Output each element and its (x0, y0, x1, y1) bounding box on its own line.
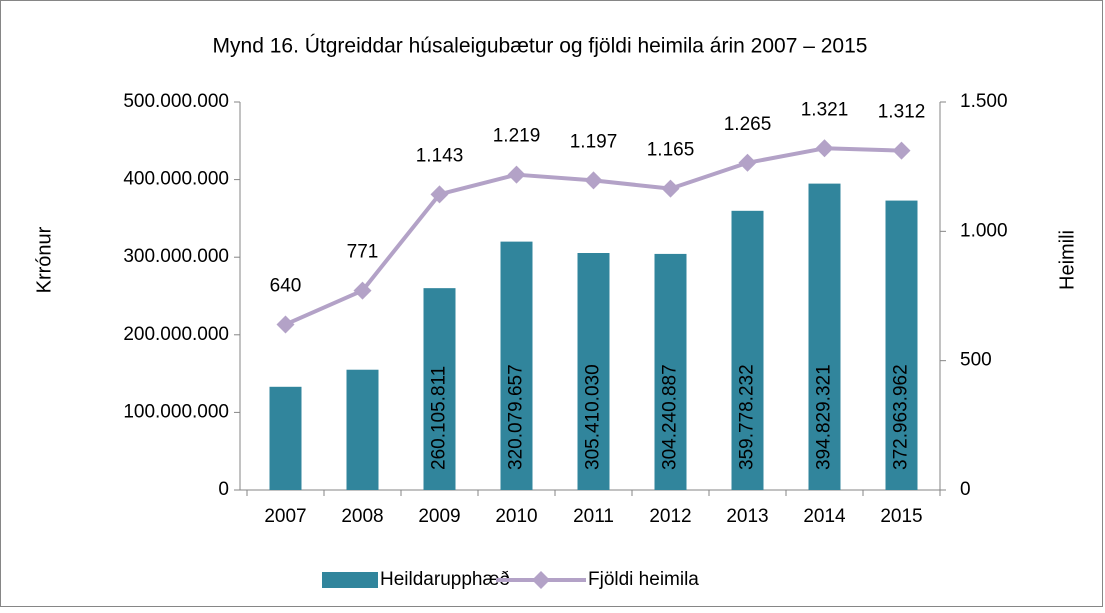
x-tick-label: 2011 (573, 506, 614, 527)
line-value-label: 1.321 (801, 99, 849, 120)
y-tick-label: 500.000.000 (123, 91, 229, 112)
y2-tick-label: 500 (960, 350, 992, 371)
x-tick-label: 2008 (341, 506, 383, 527)
line-value-label: 1.165 (647, 140, 695, 161)
bar (731, 210, 764, 491)
line-value-label: 640 (270, 275, 302, 296)
bar-value-label: 359.778.232 (737, 364, 758, 470)
bar (885, 200, 918, 491)
line-value-label: 1.265 (724, 114, 772, 135)
bar (500, 241, 533, 490)
line-marker (353, 281, 372, 300)
x-tick-label: 2015 (880, 506, 922, 527)
y2-tick-label: 1.500 (960, 91, 1008, 112)
x-tick-label: 2012 (649, 506, 691, 527)
chart-title: Mynd 16. Útgreiddar húsaleigubætur og fj… (213, 35, 868, 58)
line-marker (661, 179, 680, 198)
bar (423, 288, 456, 490)
line-marker (276, 315, 295, 334)
x-tick-label: 2007 (264, 506, 306, 527)
line-marker (892, 141, 911, 160)
line-marker (815, 139, 834, 158)
legend-label: Heildarupphæð (380, 569, 510, 590)
line-value-label: 771 (347, 242, 379, 263)
bar-value-label: 260.105.811 (429, 366, 450, 470)
bar-value-label: 320.079.657 (506, 364, 527, 470)
line-value-label: 1.312 (878, 102, 926, 123)
y2-tick-label: 1.000 (960, 220, 1008, 241)
y-axis-label: Krrónur (33, 226, 55, 293)
line-value-label: 1.197 (570, 131, 618, 152)
y-tick-label: 300.000.000 (123, 246, 229, 267)
bar (654, 253, 687, 490)
bar-value-label: 394.829.321 (814, 364, 835, 470)
y2-axis-label: Heimili (1056, 230, 1078, 290)
legend-label: Fjöldi heimila (588, 569, 699, 590)
line-marker (584, 171, 603, 190)
line-marker (738, 153, 757, 172)
line-value-label: 1.219 (493, 126, 541, 147)
y2-tick-label: 0 (960, 479, 971, 500)
y-tick-label: 200.000.000 (123, 324, 229, 345)
y-tick-label: 100.000.000 (123, 401, 229, 422)
y-tick-label: 0 (218, 479, 229, 500)
x-tick-label: 2013 (726, 506, 768, 527)
y-tick-label: 400.000.000 (123, 169, 229, 190)
line-value-label: 1.143 (416, 145, 464, 166)
bar (269, 386, 302, 490)
bar (577, 253, 610, 490)
bar-value-label: 304.240.887 (660, 364, 681, 470)
line-marker (507, 165, 526, 184)
bar-value-label: 305.410.030 (583, 364, 604, 470)
legend-swatch (322, 572, 378, 588)
legend-marker (532, 571, 550, 589)
bar-value-label: 372.963.962 (891, 364, 912, 470)
bar (346, 369, 379, 490)
x-tick-label: 2014 (803, 506, 846, 527)
line-marker (430, 185, 449, 204)
bar (808, 183, 841, 491)
x-tick-label: 2009 (418, 506, 460, 527)
x-tick-label: 2010 (495, 506, 537, 527)
